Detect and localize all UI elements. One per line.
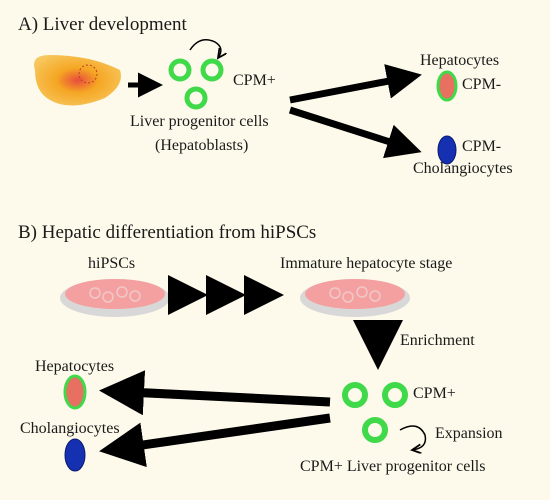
hepatocyte-icon-a bbox=[438, 72, 456, 100]
arrow-to-cholangiocytes-b bbox=[108, 418, 330, 450]
hepatoblasts-label: (Hepatoblasts) bbox=[155, 137, 248, 155]
hepatocytes-label-a: Hepatocytes bbox=[420, 52, 499, 70]
progenitor-cells-a bbox=[171, 61, 221, 107]
cpm-minus-chol-label: CPM- bbox=[462, 138, 501, 156]
arrow-to-cholangiocytes-a bbox=[290, 110, 415, 150]
cpm-lpc-label: CPM+ Liver progenitor cells bbox=[300, 458, 485, 476]
immature-label: Immature hepatocyte stage bbox=[280, 255, 452, 273]
dish-immature bbox=[300, 279, 410, 317]
progenitor-cells-b bbox=[345, 385, 405, 440]
cpm-plus-label-b: CPM+ bbox=[413, 385, 456, 403]
expansion-label: Expansion bbox=[435, 425, 503, 443]
cholangiocytes-label-a: Cholangiocytes bbox=[413, 160, 513, 178]
arrow-to-hepatocytes-b bbox=[108, 391, 330, 402]
cpm-minus-hep-label: CPM- bbox=[462, 76, 501, 94]
hepatocyte-icon-b bbox=[65, 376, 85, 408]
cholangiocytes-label-b: Cholangiocytes bbox=[20, 420, 120, 438]
dish-hipscs bbox=[60, 279, 170, 317]
expansion-arrow-b bbox=[400, 426, 425, 450]
self-renewal-arrow-a bbox=[190, 40, 221, 58]
liver-icon bbox=[34, 55, 121, 106]
cholangiocyte-icon-b bbox=[65, 439, 85, 471]
cpm-plus-label-a: CPM+ bbox=[233, 72, 276, 90]
arrow-to-hepatocytes-a bbox=[290, 76, 415, 100]
enrichment-label: Enrichment bbox=[400, 332, 475, 350]
liver-progenitor-label: Liver progenitor cells bbox=[130, 113, 269, 131]
hipscs-label: hiPSCs bbox=[88, 255, 135, 273]
hepatocytes-label-b: Hepatocytes bbox=[35, 358, 114, 376]
